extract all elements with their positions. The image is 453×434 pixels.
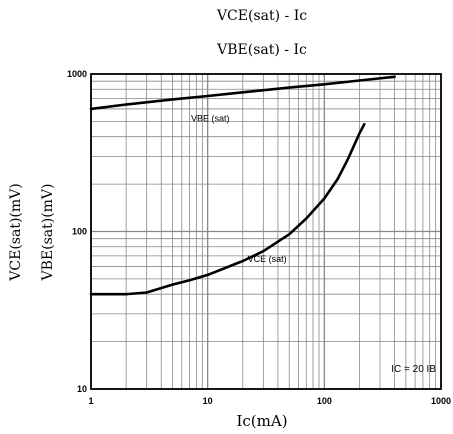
y-tick-label: 100 (72, 227, 87, 237)
condition-annotation: IC = 20 IB (391, 364, 436, 375)
series-group (89, 75, 396, 296)
chart-title-line-2: VBE(sat) - Ic (216, 42, 307, 58)
y-axis-label-vbe: VBE(sat)(mV) (40, 183, 56, 281)
y-axis-label-vce: VCE(sat)(mV) (8, 183, 24, 281)
series-label-vce: VCE (sat) (248, 254, 287, 264)
x-axis-label: Ic(mA) (236, 412, 287, 430)
series-label-vbe: VBE (sat) (191, 113, 230, 123)
grid (90, 73, 442, 390)
y-tick-label: 10 (77, 384, 87, 394)
x-tick-label: 100 (317, 396, 332, 406)
y-tick-label: 1000 (67, 69, 87, 79)
plot-frame (90, 73, 442, 390)
series-line-vce (89, 122, 366, 296)
x-tick-label: 10 (203, 396, 213, 406)
annotations: VBE (sat) VCE (sat) IC = 20 IB (191, 113, 436, 375)
chart-title-line-1: VCE(sat) - Ic (216, 8, 307, 24)
series-line-vbe (89, 75, 396, 111)
x-tick-label: 1 (88, 396, 93, 406)
x-tick-label: 1000 (431, 396, 451, 406)
